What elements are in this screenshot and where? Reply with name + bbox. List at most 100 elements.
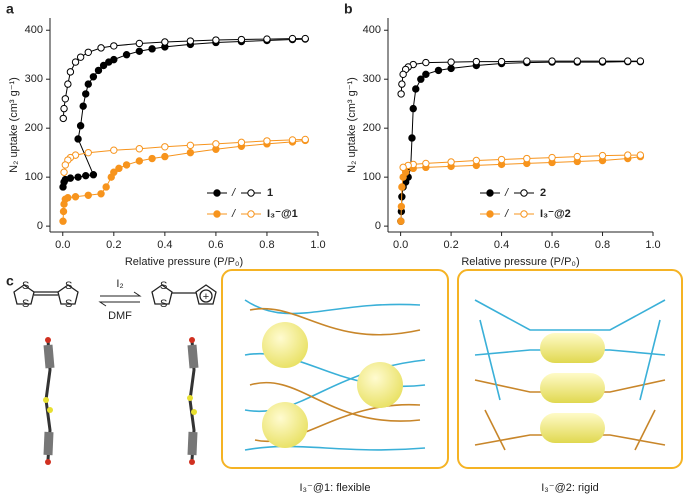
- legend-marker: [486, 210, 494, 218]
- y-tick-label: 300: [25, 73, 43, 85]
- atom: S: [65, 280, 72, 292]
- point: [59, 207, 68, 216]
- legend-label: 1: [267, 187, 273, 199]
- legend-separator: /: [231, 187, 236, 199]
- atom: S: [160, 280, 167, 292]
- point: [71, 58, 80, 66]
- point: [84, 80, 92, 88]
- point: [84, 48, 92, 56]
- point: [497, 57, 506, 66]
- charts: a 0 100 200 300 400 0.0 0.2 0.4 0.6 0.8 1.0 Relative…: [6, 1, 661, 268]
- cavity: [262, 322, 308, 368]
- legend-marker: [486, 189, 494, 197]
- point: [135, 145, 144, 153]
- caption: I₃⁻@1: flexible: [300, 482, 371, 494]
- y-tick-label: 100: [25, 171, 43, 183]
- point: [122, 161, 131, 169]
- point: [71, 193, 80, 201]
- point: [624, 151, 632, 159]
- point: [82, 171, 90, 180]
- point: [422, 58, 430, 67]
- point: [523, 57, 531, 65]
- point: [110, 55, 118, 64]
- point: [74, 173, 82, 181]
- legend-marker: [213, 189, 221, 197]
- point: [263, 35, 271, 43]
- point: [548, 153, 556, 162]
- series-line: [62, 38, 306, 188]
- point: [263, 137, 271, 145]
- legend-marker: [247, 210, 255, 218]
- series-line: [400, 60, 641, 94]
- atom: S: [65, 298, 72, 310]
- x-tick-label: 0.4: [494, 239, 509, 251]
- point: [212, 140, 220, 148]
- point: [472, 156, 481, 165]
- panel-label: c: [6, 273, 14, 289]
- point: [636, 151, 645, 159]
- point: [66, 68, 75, 76]
- point: [135, 39, 144, 48]
- point: [186, 148, 195, 157]
- charge: +: [203, 291, 209, 303]
- legend-marker: [520, 210, 528, 218]
- x-tick-label: 0.8: [595, 239, 610, 251]
- point: [97, 190, 105, 198]
- panel-e: e I₃⁻@2: rigid: [457, 269, 683, 494]
- point: [60, 168, 68, 176]
- point: [237, 35, 246, 44]
- point: [447, 64, 455, 73]
- frame: [221, 269, 449, 469]
- y-axis-label: N₂ uptake (cm³ g⁻¹): [346, 77, 358, 173]
- point: [523, 154, 531, 163]
- point: [61, 95, 70, 103]
- guest: [540, 373, 605, 403]
- legend-marker: [247, 189, 255, 197]
- panel-label: b: [344, 1, 353, 17]
- point: [161, 38, 169, 46]
- point: [110, 168, 118, 176]
- point: [497, 155, 506, 164]
- y-tick-label: 200: [25, 122, 43, 134]
- linker-sticks: [43, 337, 199, 465]
- x-tick-label: 0.6: [544, 239, 559, 251]
- point: [74, 135, 82, 143]
- point: [434, 66, 443, 75]
- legend-separator: /: [504, 187, 509, 199]
- point: [186, 141, 195, 150]
- x-tick-label: 0.8: [259, 239, 274, 251]
- y-tick-label: 0: [375, 220, 381, 232]
- y-tick-label: 200: [363, 122, 381, 134]
- point: [84, 191, 92, 199]
- point: [135, 47, 144, 55]
- atom: S: [22, 280, 29, 292]
- legend-label: 2: [540, 187, 546, 199]
- point: [161, 143, 169, 151]
- point: [212, 36, 220, 44]
- point: [89, 73, 98, 81]
- point: [59, 217, 67, 225]
- point: [409, 104, 417, 113]
- point: [148, 154, 156, 163]
- point: [288, 34, 297, 43]
- point: [408, 134, 416, 142]
- point: [636, 57, 645, 65]
- legend-label: I₃⁻@2: [540, 208, 571, 220]
- point: [422, 70, 430, 79]
- point: [94, 66, 103, 75]
- point: [598, 151, 607, 160]
- x-tick-label: 0.0: [55, 239, 70, 251]
- point: [102, 183, 110, 191]
- series-line: [400, 61, 641, 222]
- point: [61, 161, 70, 169]
- ttf-neutral: [13, 284, 79, 305]
- point: [135, 157, 144, 165]
- point: [79, 102, 87, 110]
- x-axis-label: Relative pressure (P/P₀): [125, 256, 243, 268]
- frame: [457, 269, 683, 469]
- point: [60, 104, 68, 113]
- point: [84, 148, 92, 157]
- point: [76, 122, 85, 130]
- point: [237, 138, 246, 147]
- point: [82, 90, 90, 98]
